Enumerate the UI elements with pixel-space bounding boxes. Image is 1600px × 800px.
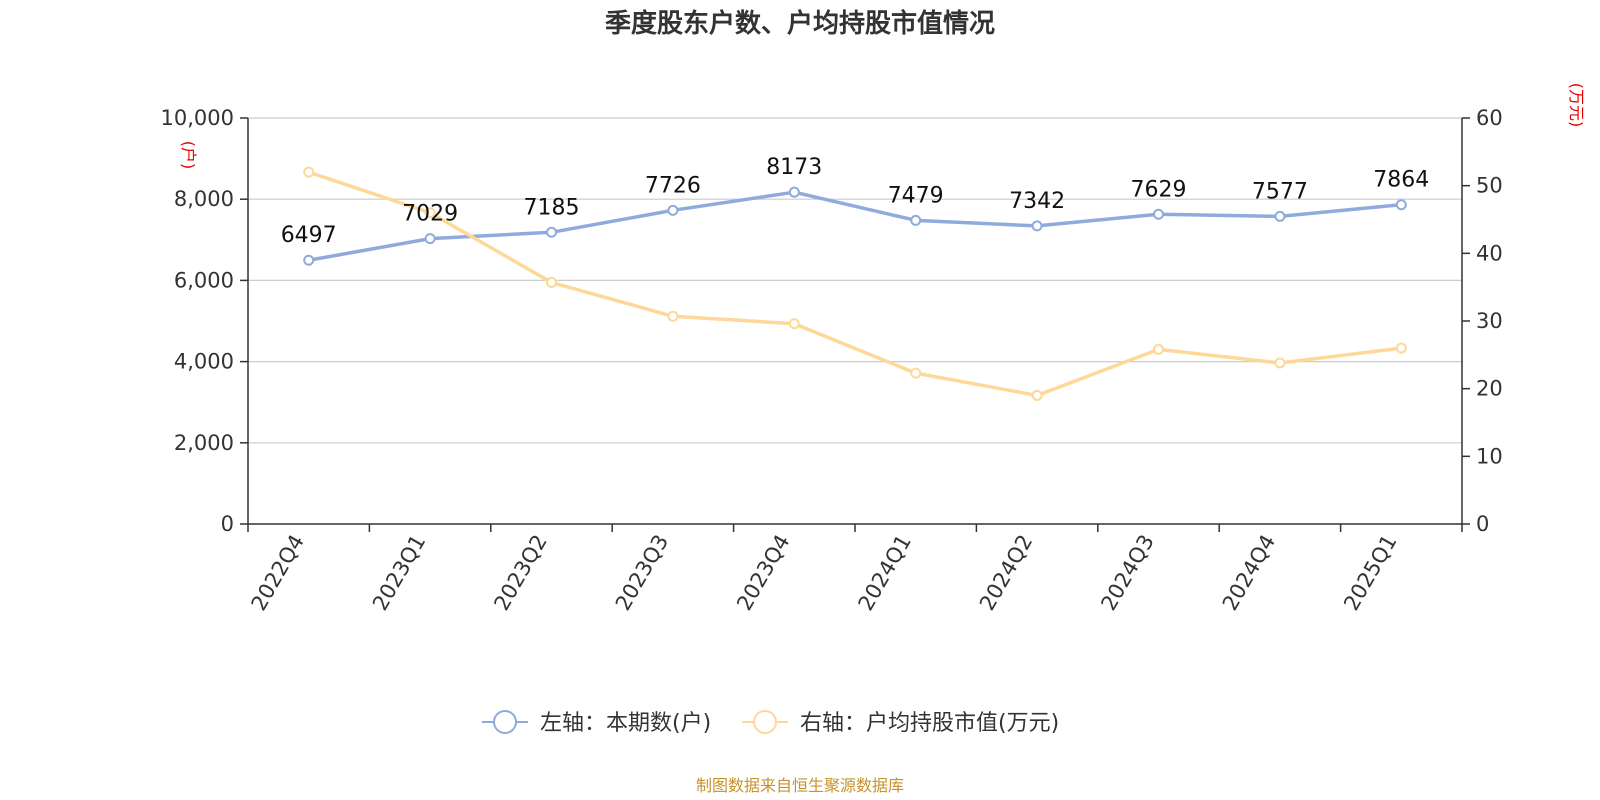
left-axis-tick-label: 4,000 (174, 350, 234, 374)
series-1-point[interactable] (788, 186, 800, 198)
series-2-point[interactable] (1395, 342, 1407, 354)
data-label: 7629 (1131, 177, 1187, 202)
series-2-point[interactable] (1274, 357, 1286, 369)
right-axis-tick-label: 50 (1476, 174, 1503, 198)
series-2-point[interactable] (303, 166, 315, 178)
right-axis-tick-label: 10 (1476, 444, 1503, 468)
data-label: 7185 (524, 195, 580, 220)
right-axis-tick-label: 20 (1476, 377, 1503, 401)
left-axis-tick-label: 8,000 (174, 187, 234, 211)
right-axis-tick-label: 60 (1476, 106, 1503, 130)
series-2-point[interactable] (910, 367, 922, 379)
series-2-point[interactable] (667, 310, 679, 322)
legend-label: 右轴：户均持股市值(万元) (800, 711, 1059, 736)
x-axis-tick-label: 2023Q4 (732, 531, 794, 615)
series-1-point[interactable] (424, 233, 436, 245)
x-axis-tick-label: 2023Q1 (368, 531, 430, 615)
x-axis-tick-label: 2024Q1 (854, 531, 916, 615)
data-label: 8173 (766, 155, 822, 180)
series-2-point[interactable] (1153, 343, 1164, 355)
series-line-1 (308, 190, 1402, 262)
left-axis-tick-label: 10,000 (161, 106, 234, 130)
legend[interactable]: 左轴：本期数(户) 右轴：户均持股市值(万元) (482, 710, 1059, 736)
series-1-point[interactable] (667, 204, 679, 216)
right-axis-tick-label: 40 (1476, 241, 1503, 265)
legend-marker (753, 710, 777, 734)
left-axis-tick-label: 0 (221, 512, 234, 536)
series-2-point[interactable] (546, 276, 557, 288)
data-label: 6497 (281, 223, 337, 248)
series-1-point[interactable] (303, 254, 315, 266)
series-2-point[interactable] (424, 207, 436, 219)
left-axis-unit: (户) (179, 141, 198, 170)
series-1-point[interactable] (1274, 210, 1286, 222)
source-note: 制图数据来自恒生聚源数据库 (696, 776, 904, 795)
series-2-point[interactable] (1031, 389, 1043, 401)
data-label: 7029 (402, 202, 458, 227)
legend-marker (493, 710, 517, 734)
data-label: 7726 (645, 173, 701, 198)
series-1-point[interactable] (1153, 208, 1164, 220)
series-1-point[interactable] (1395, 199, 1407, 211)
data-label: 7864 (1373, 168, 1429, 193)
legend-item-2[interactable]: 右轴：户均持股市值(万元) (742, 710, 1059, 736)
series-layer (303, 166, 1407, 401)
data-label-layer: 6497 7029 7185 7726 8173 7479 7342 7629 7577 7864 (281, 155, 1430, 248)
grid-layer (248, 117, 1462, 444)
x-axis-tick-label: 2025Q1 (1339, 531, 1401, 615)
right-axis-tick-label: 30 (1476, 309, 1503, 333)
x-axis-tick-label: 2024Q4 (1218, 531, 1280, 615)
series-1-point[interactable] (546, 226, 557, 238)
chart-title: 季度股东户数、户均持股市值情况 (605, 8, 995, 39)
right-axis-tick-label: 0 (1476, 512, 1489, 536)
series-2-point[interactable] (788, 318, 800, 330)
x-axis-tick-label: 2024Q3 (1096, 531, 1158, 615)
left-axis-tick-label: 2,000 (174, 431, 234, 455)
series-line-2 (308, 170, 1402, 398)
legend-label: 左轴：本期数(户) (540, 711, 711, 736)
x-axis-tick-label: 2022Q4 (247, 531, 309, 615)
x-axis-tick-label: 2024Q2 (975, 531, 1037, 615)
x-axis-tick-label: 2023Q2 (489, 531, 551, 615)
left-axis-tick-label: 6,000 (174, 268, 234, 292)
series-1-point[interactable] (1031, 220, 1043, 232)
data-label: 7577 (1252, 179, 1308, 204)
series-1-point[interactable] (910, 214, 922, 226)
right-axis-unit: (万元) (1567, 83, 1586, 128)
data-label: 7342 (1009, 189, 1065, 214)
x-axis-tick-label: 2023Q3 (611, 531, 673, 615)
data-label: 7479 (888, 183, 944, 208)
legend-item-1[interactable]: 左轴：本期数(户) (482, 710, 711, 736)
